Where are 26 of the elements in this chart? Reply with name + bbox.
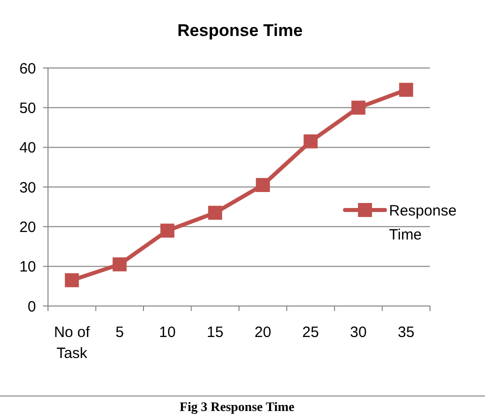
x-tick-label: 25 <box>302 324 319 341</box>
y-tick-label: 30 <box>19 179 36 196</box>
y-tick-label: 40 <box>19 140 36 157</box>
x-tick-label: 30 <box>350 324 367 341</box>
x-tick-label: 35 <box>398 324 414 341</box>
point <box>160 224 174 238</box>
caption: Fig 3 Response Time <box>180 399 295 414</box>
x-tick-label: 10 <box>159 324 176 341</box>
point <box>351 100 366 115</box>
point <box>112 257 127 272</box>
y-tick-label: 60 <box>19 60 36 78</box>
y-tick-label: 0 <box>28 298 36 316</box>
point <box>399 82 414 97</box>
x-tick-label: 5 <box>115 324 124 341</box>
x-tick-label: 15 <box>206 324 224 341</box>
point <box>304 134 318 148</box>
y-tick-label: 50 <box>19 100 36 117</box>
point <box>208 206 222 220</box>
legend-label: Response Time <box>389 202 457 244</box>
y-tick-label: 20 <box>19 218 36 236</box>
point <box>64 273 79 288</box>
chart-title: Response Time <box>177 21 303 40</box>
point <box>256 178 270 192</box>
x-tick-label: 20 <box>254 324 272 341</box>
x-tick-label: No of Task <box>54 324 91 362</box>
y-tick-label: 10 <box>19 258 36 276</box>
